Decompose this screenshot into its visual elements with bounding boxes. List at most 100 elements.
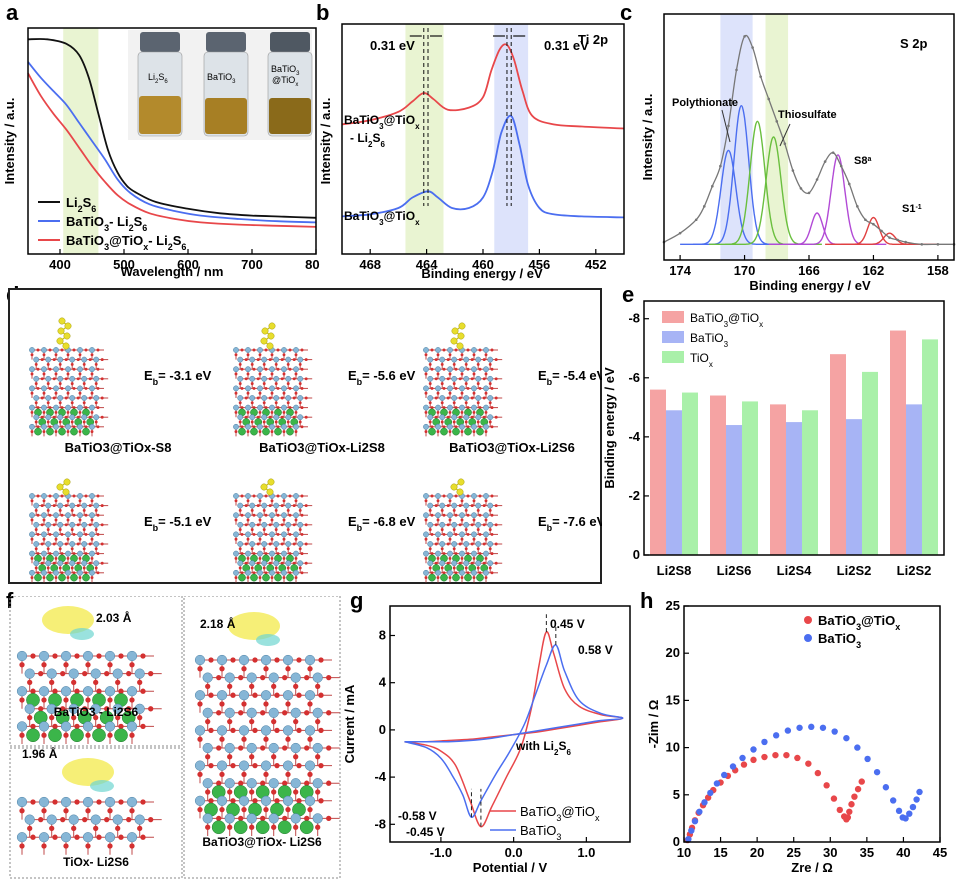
eb-d-4: Eb= -6.8 eV bbox=[348, 514, 416, 533]
eb-d-0: Eb= -3.1 eV bbox=[144, 368, 212, 387]
label-d-2: BaTiO3@TiOx-Li2S6 bbox=[449, 440, 575, 455]
structure-d-4 bbox=[233, 493, 313, 583]
chart-c-annot-s8: S8a bbox=[854, 155, 871, 167]
chart-c-xtick-label-0: 174 bbox=[669, 263, 691, 278]
chart-h-ylabel: -Zim / Ω bbox=[646, 700, 661, 749]
chart-h-point-0-11 bbox=[740, 761, 748, 768]
chart-e-bar-2-2 bbox=[802, 410, 818, 555]
legend-batio3-tiox-li2s6: BaTiO3@TiOx- Li2S6 bbox=[66, 233, 186, 252]
charge-density-cyan-f-1 bbox=[90, 780, 114, 792]
chart-h-point-0-29 bbox=[858, 778, 865, 785]
chart-h-point-1-29 bbox=[913, 796, 920, 803]
chart-g-ytick-label-3: 4 bbox=[379, 675, 387, 690]
panel-label-g: g bbox=[350, 588, 364, 613]
chart-e-bar-0-0 bbox=[650, 389, 666, 555]
dist-f-0: 2.03 Å bbox=[96, 610, 132, 625]
chart-e-ytick-label-3: -6 bbox=[628, 370, 640, 385]
box-f-0 bbox=[9, 596, 183, 747]
chart-a-xtick-label-3: 700 bbox=[241, 257, 263, 272]
structures-d: Eb= -3.1 eV BaTiO3@TiOx-S8 Eb= -5.6 eV BaTi… bbox=[29, 317, 602, 583]
box-f-1 bbox=[9, 747, 183, 879]
chart-h-xtick-label-7: 45 bbox=[933, 845, 947, 860]
vial-label-batio3-tiox-2: @TiOx bbox=[272, 75, 298, 88]
chart-h-point-0-19 bbox=[823, 782, 830, 789]
panel-label-f: f bbox=[6, 588, 14, 613]
chart-h-point-0-28 bbox=[854, 785, 862, 793]
panel-d-structures bbox=[8, 288, 602, 584]
chart-b-annot-right: 0.31 eV bbox=[544, 38, 589, 53]
chart-c-raw-point bbox=[791, 169, 795, 172]
chart-e-category-1: Li2S6 bbox=[717, 563, 752, 578]
chart-c-raw-point bbox=[799, 187, 803, 190]
chart-c-raw-point bbox=[759, 75, 762, 78]
chart-e-category-3: Li2S2 bbox=[837, 563, 872, 578]
chart-e-category-2: Li2S4 bbox=[777, 563, 812, 578]
legend-h-batio3-tiox: BaTiO3@TiOx bbox=[818, 613, 900, 632]
chart-a-series-2 bbox=[27, 72, 317, 228]
chart-e-ytick-label-4: -8 bbox=[628, 311, 640, 326]
chart-h-point-1-20 bbox=[864, 755, 871, 763]
chart-c-raw-point bbox=[719, 164, 722, 168]
chart-c-component-6 bbox=[825, 216, 922, 245]
chart-e-category-0: Li2S8 bbox=[657, 563, 692, 578]
structure-d-3 bbox=[29, 493, 109, 583]
chart-c-title: S 2p bbox=[900, 36, 928, 51]
chart-e-bar-1-0 bbox=[666, 410, 682, 555]
chart-h-point-0-12 bbox=[750, 756, 757, 764]
chart-c-raw-point bbox=[775, 120, 779, 123]
panel-label-b: b bbox=[316, 0, 330, 25]
chart-g-annot-m058: -0.58 V bbox=[398, 809, 437, 823]
chart-b-xtick-label-1: 464 bbox=[416, 257, 438, 272]
chart-e-bar-0-1 bbox=[710, 395, 726, 555]
chart-c-raw-point bbox=[735, 68, 738, 72]
chart-e-bar-0-3 bbox=[830, 354, 846, 555]
chart-g-annot-058: 0.58 V bbox=[578, 643, 613, 657]
chart-a-xtick-label-1: 500 bbox=[113, 257, 135, 272]
chart-c-raw-point bbox=[767, 97, 771, 101]
chart-e-category-4: Li2S2 bbox=[897, 563, 932, 578]
chart-c-raw-point bbox=[872, 222, 875, 226]
chart-c-raw-point bbox=[888, 236, 891, 239]
chart-h-xtick-label-3: 25 bbox=[786, 845, 800, 860]
chart-c-annot-s1: S1-1 bbox=[902, 203, 922, 215]
chart-h-point-1-15 bbox=[808, 723, 815, 731]
chart-e-ytick-label-0: 0 bbox=[633, 547, 640, 562]
chart-b-series-1 bbox=[341, 114, 625, 219]
chart-b-ti2p: 468 464 460 456 452 Ti 2p 0.31 eV 0.31 eV Ba… bbox=[318, 23, 625, 281]
chart-c-raw-point bbox=[880, 229, 883, 233]
structure-d-2 bbox=[423, 347, 503, 437]
charge-density-cyan-f-0 bbox=[70, 628, 94, 640]
chart-h-point-0-20 bbox=[830, 795, 838, 802]
chart-e-bar-0-4 bbox=[890, 330, 906, 555]
chart-e-bar-1-3 bbox=[846, 419, 862, 555]
chart-c-xtick-label-3: 162 bbox=[863, 263, 885, 278]
structure-d-1 bbox=[233, 347, 313, 437]
chart-h-point-1-9 bbox=[739, 754, 746, 762]
chart-g-series-1 bbox=[404, 644, 624, 818]
chart-g-annot-m045: -0.45 V bbox=[406, 825, 445, 839]
vial-label-batio3: BaTiO3 bbox=[207, 72, 236, 85]
chart-b-label-red-2: - Li2S6 bbox=[350, 131, 385, 149]
chart-c-raw-point bbox=[864, 218, 867, 222]
chart-h-point-1-8 bbox=[729, 763, 737, 770]
chart-c-xtick-label-2: 166 bbox=[798, 263, 820, 278]
label-d-1: BaTiO3@TiOx-Li2S8 bbox=[259, 440, 385, 455]
structure-f-0 bbox=[16, 650, 162, 744]
vial-label-li2s6: Li2S6 bbox=[148, 72, 168, 85]
dist-f-1: 1.96 Å bbox=[22, 746, 58, 761]
chart-h-point-1-23 bbox=[889, 797, 897, 804]
chart-b-xlabel: Binding energy / eV bbox=[421, 266, 543, 281]
chart-h-xtick-label-0: 10 bbox=[677, 845, 691, 860]
chart-h-xtick-label-4: 30 bbox=[823, 845, 837, 860]
chart-a-ylabel: Intensity / a.u. bbox=[2, 98, 17, 185]
arrow-polythionate bbox=[721, 109, 731, 143]
chart-h-point-1-5 bbox=[707, 789, 714, 797]
chart-e-bar-1-1 bbox=[726, 425, 742, 555]
chart-h-xtick-label-2: 20 bbox=[750, 845, 764, 860]
chart-b-series-0 bbox=[341, 43, 625, 130]
chart-g-ytick-label-2: 0 bbox=[379, 722, 386, 737]
sulfur-d-4 bbox=[260, 478, 275, 496]
chart-e-bar-1-2 bbox=[786, 422, 802, 555]
chart-g-series-0 bbox=[404, 631, 624, 828]
legend-batio3-li2s6: BaTiO3- Li2S6 bbox=[66, 214, 147, 233]
